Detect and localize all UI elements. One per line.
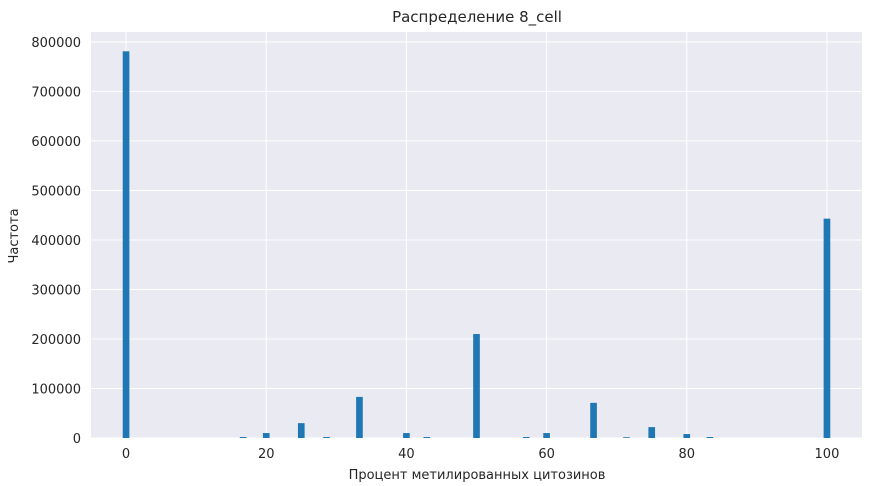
y-tick-label: 700000 [31,85,81,100]
chart-title: Распределение 8_cell [392,8,562,27]
x-tick-label: 40 [398,447,415,462]
histogram-bar [473,334,480,438]
histogram-bar [623,437,630,438]
x-tick-label: 0 [122,447,130,462]
y-tick-label: 200000 [31,333,81,348]
histogram-bar [323,437,330,438]
histogram-bar [522,437,530,438]
histogram-bar [262,433,270,438]
histogram-bar [648,427,656,438]
x-tick-label: 80 [678,447,695,462]
x-tick-label: 60 [538,447,555,462]
grid-lines [91,32,862,439]
y-tick-label: 600000 [31,135,81,150]
bars [122,51,831,439]
y-tick-label: 800000 [31,36,81,51]
histogram-bar [683,434,691,438]
histogram-bar [239,437,247,438]
histogram-bar [356,396,363,438]
y-tick-label: 500000 [31,184,81,199]
histogram-bar [543,433,550,438]
histogram-bar [423,437,431,438]
y-axis-label: Частота [7,208,22,263]
x-tick-label: 100 [815,447,840,462]
y-tick-label: 300000 [31,283,81,298]
histogram-bar [823,218,831,438]
histogram-bar [403,433,410,438]
histogram-bar [706,437,714,438]
histogram-bar [122,51,130,439]
y-tick-labels: 0 100000 200000 300000 400000 500000 600000 700… [31,36,81,447]
histogram-bar [297,423,305,438]
y-tick-label: 0 [73,432,81,447]
y-tick-label: 400000 [31,234,81,249]
histogram-bar [590,402,597,438]
y-tick-label: 100000 [31,382,81,397]
x-axis-label: Процент метилированных цитозинов [349,468,606,483]
x-tick-labels: 0 20 40 60 80 100 [122,447,839,462]
x-tick-label: 20 [258,447,275,462]
